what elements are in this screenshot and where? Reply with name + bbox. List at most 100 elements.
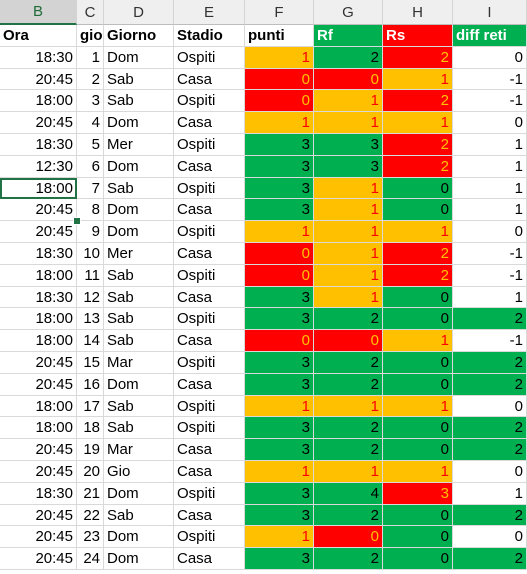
cell-stadio[interactable]: Casa [174, 330, 245, 352]
cell-rs[interactable]: 2 [383, 134, 453, 156]
cell-punti[interactable]: 3 [245, 417, 314, 440]
cell-stadio[interactable]: Ospiti [174, 46, 245, 69]
cell-diff[interactable]: -1 [453, 90, 527, 113]
header-cell-giorno[interactable]: Giorno [104, 25, 174, 47]
cell-giorno[interactable]: Sab [104, 68, 174, 91]
cell-ora[interactable]: 12:30 [0, 155, 77, 178]
cell-giorno[interactable]: Sab [104, 177, 174, 200]
cell-giorno[interactable]: Sab [104, 308, 174, 331]
cell-diff[interactable]: 2 [453, 439, 527, 461]
cell-stadio[interactable]: Casa [174, 439, 245, 461]
cell-ora[interactable]: 20:45 [0, 504, 77, 527]
cell-stadio[interactable]: Casa [174, 504, 245, 527]
cell-rf[interactable]: 1 [314, 264, 383, 287]
cell-diff[interactable]: 2 [453, 417, 527, 440]
cell-diff[interactable]: 0 [453, 395, 527, 418]
cell-giorno[interactable]: Sab [104, 395, 174, 418]
cell-rs[interactable]: 2 [383, 264, 453, 287]
cell-gio[interactable]: 24 [77, 548, 104, 570]
cell-giorno[interactable]: Sab [104, 90, 174, 113]
cell-rs[interactable]: 1 [383, 395, 453, 418]
cell-giorno[interactable]: Gio [104, 461, 174, 483]
cell-punti[interactable]: 1 [245, 112, 314, 134]
cell-gio[interactable]: 22 [77, 504, 104, 527]
cell-rs[interactable]: 0 [383, 373, 453, 396]
cell-punti[interactable]: 3 [245, 308, 314, 331]
cell-rf[interactable]: 1 [314, 112, 383, 134]
cell-punti[interactable]: 3 [245, 548, 314, 570]
cell-punti[interactable]: 1 [245, 395, 314, 418]
cell-ora[interactable]: 18:00 [0, 308, 77, 331]
cell-stadio[interactable]: Ospiti [174, 395, 245, 418]
cell-diff[interactable]: 0 [453, 112, 527, 134]
cell-punti[interactable]: 3 [245, 155, 314, 178]
header-cell-rs[interactable]: Rs [383, 25, 453, 47]
cell-punti[interactable]: 1 [245, 221, 314, 243]
cell-giorno[interactable]: Dom [104, 112, 174, 134]
cell-rf[interactable]: 2 [314, 46, 383, 69]
cell-ora[interactable]: 18:30 [0, 482, 77, 505]
cell-ora[interactable]: 18:30 [0, 286, 77, 309]
cell-punti[interactable]: 3 [245, 504, 314, 527]
cell-giorno[interactable]: Mer [104, 134, 174, 156]
cell-stadio[interactable]: Casa [174, 286, 245, 309]
cell-punti[interactable]: 3 [245, 373, 314, 396]
cell-stadio[interactable]: Ospiti [174, 264, 245, 287]
cell-ora[interactable]: 18:00 [0, 395, 77, 418]
cell-rs[interactable]: 0 [383, 548, 453, 570]
cell-diff[interactable]: 0 [453, 46, 527, 69]
cell-punti[interactable]: 0 [245, 90, 314, 113]
cell-rs[interactable]: 1 [383, 68, 453, 91]
cell-rs[interactable]: 0 [383, 504, 453, 527]
cell-stadio[interactable]: Ospiti [174, 417, 245, 440]
cell-gio[interactable]: 11 [77, 264, 104, 287]
cell-rs[interactable]: 0 [383, 199, 453, 222]
cell-punti[interactable]: 3 [245, 352, 314, 374]
cell-ora[interactable]: 18:00 [0, 264, 77, 287]
cell-punti[interactable]: 3 [245, 482, 314, 505]
cell-rs[interactable]: 0 [383, 352, 453, 374]
cell-stadio[interactable]: Ospiti [174, 177, 245, 200]
cell-rs[interactable]: 0 [383, 439, 453, 461]
cell-giorno[interactable]: Dom [104, 548, 174, 570]
cell-gio[interactable]: 23 [77, 526, 104, 549]
cell-diff[interactable]: 0 [453, 221, 527, 243]
cell-rf[interactable]: 1 [314, 90, 383, 113]
cell-ora[interactable]: 18:30 [0, 243, 77, 265]
cell-stadio[interactable]: Casa [174, 199, 245, 222]
cell-stadio[interactable]: Ospiti [174, 90, 245, 113]
cell-rs[interactable]: 1 [383, 221, 453, 243]
cell-ora[interactable]: 20:45 [0, 112, 77, 134]
column-header-f[interactable]: F [245, 0, 314, 25]
cell-rf[interactable]: 3 [314, 155, 383, 178]
cell-ora[interactable]: 20:45 [0, 221, 77, 243]
cell-rs[interactable]: 1 [383, 112, 453, 134]
cell-rf[interactable]: 0 [314, 526, 383, 549]
cell-ora[interactable]: 20:45 [0, 68, 77, 91]
cell-punti[interactable]: 1 [245, 526, 314, 549]
cell-gio[interactable]: 21 [77, 482, 104, 505]
cell-stadio[interactable]: Ospiti [174, 221, 245, 243]
cell-diff[interactable]: 2 [453, 308, 527, 331]
cell-punti[interactable]: 3 [245, 177, 314, 200]
cell-gio[interactable]: 9 [77, 221, 104, 243]
cell-punti[interactable]: 0 [245, 330, 314, 352]
cell-rf[interactable]: 1 [314, 177, 383, 200]
cell-punti[interactable]: 3 [245, 439, 314, 461]
cell-stadio[interactable]: Casa [174, 243, 245, 265]
cell-rf[interactable]: 3 [314, 134, 383, 156]
header-cell-diff[interactable]: diff reti [453, 25, 527, 47]
cell-gio[interactable]: 8 [77, 199, 104, 222]
cell-giorno[interactable]: Dom [104, 199, 174, 222]
header-cell-rf[interactable]: Rf [314, 25, 383, 47]
cell-rf[interactable]: 2 [314, 352, 383, 374]
cell-giorno[interactable]: Mer [104, 243, 174, 265]
header-cell-punti[interactable]: punti [245, 25, 314, 47]
cell-giorno[interactable]: Mar [104, 439, 174, 461]
cell-rs[interactable]: 3 [383, 482, 453, 505]
column-header-d[interactable]: D [104, 0, 174, 25]
cell-stadio[interactable]: Casa [174, 373, 245, 396]
cell-ora[interactable]: 20:45 [0, 373, 77, 396]
cell-giorno[interactable]: Sab [104, 330, 174, 352]
cell-rs[interactable]: 1 [383, 330, 453, 352]
